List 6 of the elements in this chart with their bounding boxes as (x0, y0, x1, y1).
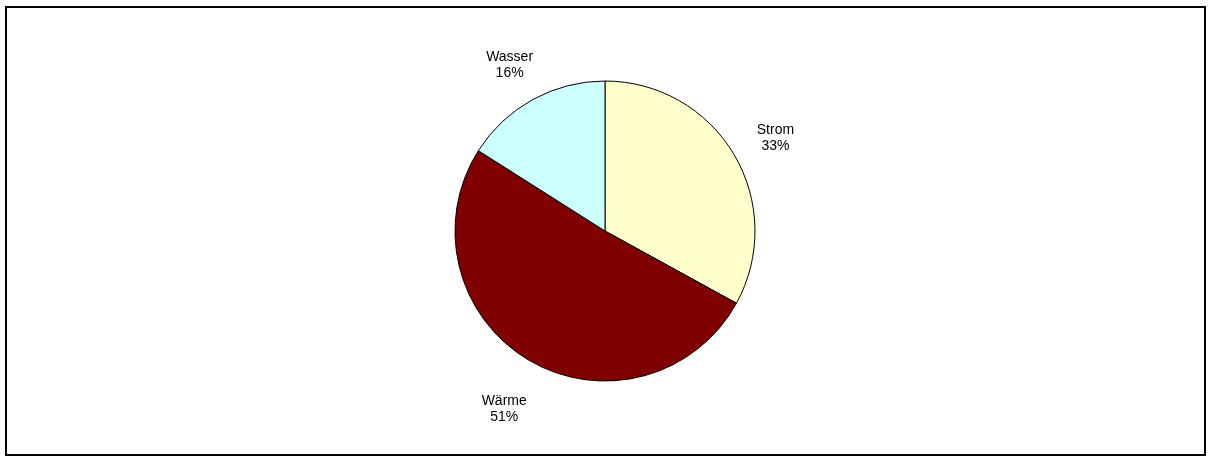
slice-label: Strom (756, 121, 795, 138)
data-label: 51% (490, 408, 519, 425)
slice-label: Wärme (481, 392, 527, 409)
data-label: 33% (761, 137, 790, 154)
slice-label: Wasser (486, 48, 534, 65)
data-label: 16% (495, 64, 524, 81)
